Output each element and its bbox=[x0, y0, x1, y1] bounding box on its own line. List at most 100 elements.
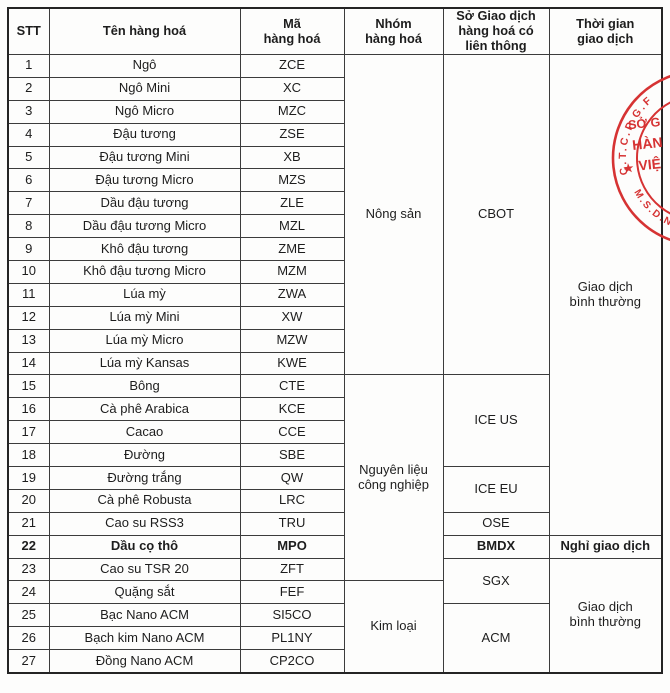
name-cell: Khô đậu tương Micro bbox=[48, 260, 241, 284]
schedule-cell-normal-bottom: Giao dịch bình thường bbox=[548, 557, 663, 674]
header-exchange: Sở Giao dịch hàng hoá có liên thông bbox=[442, 7, 550, 55]
stt-cell: 13 bbox=[7, 328, 50, 353]
table-row: 26 Bạch kim Nano ACM PL1NY bbox=[7, 626, 662, 651]
name-cell: Đậu tương Mini bbox=[48, 145, 241, 170]
stt-cell: 11 bbox=[7, 282, 50, 307]
commodities-table: STT Tên hàng hoá Mã hàng hoá Nhóm hàng h… bbox=[7, 7, 663, 675]
stt-cell: 15 bbox=[7, 374, 50, 399]
schedule-cell-normal-top: Giao dịch bình thường bbox=[548, 54, 663, 536]
stt-cell: 1 bbox=[7, 54, 50, 78]
stt-cell: 9 bbox=[7, 237, 50, 262]
stt-cell: 3 bbox=[7, 99, 50, 124]
name-cell: Đường trắng bbox=[48, 466, 241, 490]
exchange-cell-bmdx: BMDX bbox=[442, 534, 550, 559]
name-cell: Khô đậu tương bbox=[48, 237, 241, 262]
code-cell: MPO bbox=[239, 534, 345, 559]
stt-cell: 18 bbox=[7, 443, 50, 468]
table-row: 8 Dầu đậu tương Micro MZL bbox=[7, 214, 662, 239]
stt-cell: 2 bbox=[7, 76, 50, 101]
name-cell: Cacao bbox=[48, 420, 241, 445]
code-cell: SBE bbox=[239, 443, 345, 468]
code-cell: XC bbox=[239, 76, 345, 101]
name-cell: Cao su TSR 20 bbox=[48, 557, 241, 582]
table-row: 14 Lúa mỳ Kansas KWE bbox=[7, 351, 662, 376]
name-cell: Bạch kim Nano ACM bbox=[48, 626, 241, 651]
stt-cell: 8 bbox=[7, 214, 50, 239]
exchange-cell-ice-us: ICE US bbox=[442, 374, 550, 468]
stt-cell: 16 bbox=[7, 397, 50, 422]
code-cell: PL1NY bbox=[239, 626, 345, 651]
stt-cell: 27 bbox=[7, 649, 50, 674]
group-cell-metal: Kim loại bbox=[343, 580, 444, 674]
code-cell: ZWA bbox=[239, 282, 345, 307]
table-row: 23 Cao su TSR 20 ZFT SGX Giao dịch bình … bbox=[7, 557, 663, 674]
table-row: 1 Ngô ZCE Nông sản CBOT Giao dịch bình t… bbox=[7, 53, 663, 536]
table-row: 15 Bông CTE Nguyên liệu công nghiệp ICE … bbox=[7, 374, 662, 582]
code-cell: CP2CO bbox=[239, 649, 345, 674]
table-row: 9 Khô đậu tương ZME bbox=[7, 237, 662, 262]
name-cell: Bạc Nano ACM bbox=[48, 603, 241, 628]
name-cell: Đậu tương bbox=[48, 122, 241, 147]
stt-cell: 19 bbox=[7, 466, 50, 490]
code-cell: TRU bbox=[239, 511, 345, 536]
stt-cell: 6 bbox=[7, 168, 50, 193]
name-cell: Đồng Nano ACM bbox=[48, 649, 241, 674]
code-cell: ZCE bbox=[239, 54, 345, 78]
group-cell-agri: Nông sản bbox=[343, 53, 444, 376]
stt-cell: 25 bbox=[7, 603, 50, 628]
name-cell: Bông bbox=[48, 374, 241, 399]
exchange-cell-sgx: SGX bbox=[442, 557, 550, 605]
code-cell: XW bbox=[239, 305, 345, 330]
stt-cell: 26 bbox=[7, 626, 50, 651]
code-cell: XB bbox=[239, 145, 345, 170]
table-row: 21 Cao su RSS3 TRU OSE bbox=[7, 511, 662, 536]
stt-cell: 24 bbox=[7, 580, 50, 605]
name-cell: Dầu cọ thô bbox=[48, 534, 241, 559]
name-cell: Ngô bbox=[48, 54, 241, 78]
table-row: 13 Lúa mỳ Micro MZW bbox=[7, 328, 662, 353]
table-row: 10 Khô đậu tương Micro MZM bbox=[7, 260, 662, 284]
code-cell: QW bbox=[239, 466, 345, 490]
code-cell: LRC bbox=[239, 488, 345, 513]
header-schedule: Thời gian giao dịch bbox=[548, 7, 663, 55]
name-cell: Ngô Micro bbox=[48, 99, 241, 124]
name-cell: Lúa mỳ Mini bbox=[48, 305, 241, 330]
group-cell-industrial: Nguyên liệu công nghiệp bbox=[343, 374, 444, 582]
table-row: 6 Đậu tương Micro MZS bbox=[7, 168, 662, 193]
name-cell: Quặng sắt bbox=[48, 580, 241, 605]
table-row: 25 Bạc Nano ACM SI5CO ACM bbox=[7, 603, 662, 674]
code-cell: ZME bbox=[239, 237, 345, 262]
stt-cell: 21 bbox=[7, 511, 50, 536]
code-cell: MZS bbox=[239, 168, 345, 193]
name-cell: Lúa mỳ Kansas bbox=[48, 351, 241, 376]
code-cell: ZSE bbox=[239, 122, 345, 147]
table-row: 11 Lúa mỳ ZWA bbox=[7, 282, 662, 307]
table-row: 27 Đồng Nano ACM CP2CO bbox=[7, 649, 662, 674]
code-cell: CCE bbox=[239, 420, 345, 445]
name-cell: Cà phê Robusta bbox=[48, 488, 241, 513]
stt-cell: 17 bbox=[7, 420, 50, 445]
code-cell: FEF bbox=[239, 580, 345, 605]
name-cell: Ngô Mini bbox=[48, 76, 241, 101]
stt-cell: 12 bbox=[7, 305, 50, 330]
stt-cell: 4 bbox=[7, 122, 50, 147]
code-cell: MZW bbox=[239, 328, 345, 353]
code-cell: SI5CO bbox=[239, 603, 345, 628]
stt-cell: 22 bbox=[7, 534, 50, 559]
header-group: Nhóm hàng hoá bbox=[343, 7, 444, 55]
name-cell: Lúa mỳ bbox=[48, 282, 241, 307]
table-row: 20 Cà phê Robusta LRC bbox=[7, 488, 662, 513]
stt-cell: 5 bbox=[7, 145, 50, 170]
stt-cell: 10 bbox=[7, 260, 50, 284]
code-cell: MZM bbox=[239, 260, 345, 284]
stt-cell: 23 bbox=[7, 557, 50, 582]
stt-cell: 7 bbox=[7, 191, 50, 216]
exchange-cell-ice-eu: ICE EU bbox=[442, 466, 550, 513]
table-row: 2 Ngô Mini XC bbox=[7, 76, 662, 101]
code-cell: KWE bbox=[239, 351, 345, 376]
name-cell: Cà phê Arabica bbox=[48, 397, 241, 422]
name-cell: Dầu đậu tương bbox=[48, 191, 241, 216]
header-code: Mã hàng hoá bbox=[239, 7, 345, 55]
name-cell: Đậu tương Micro bbox=[48, 168, 241, 193]
name-cell: Đường bbox=[48, 443, 241, 468]
